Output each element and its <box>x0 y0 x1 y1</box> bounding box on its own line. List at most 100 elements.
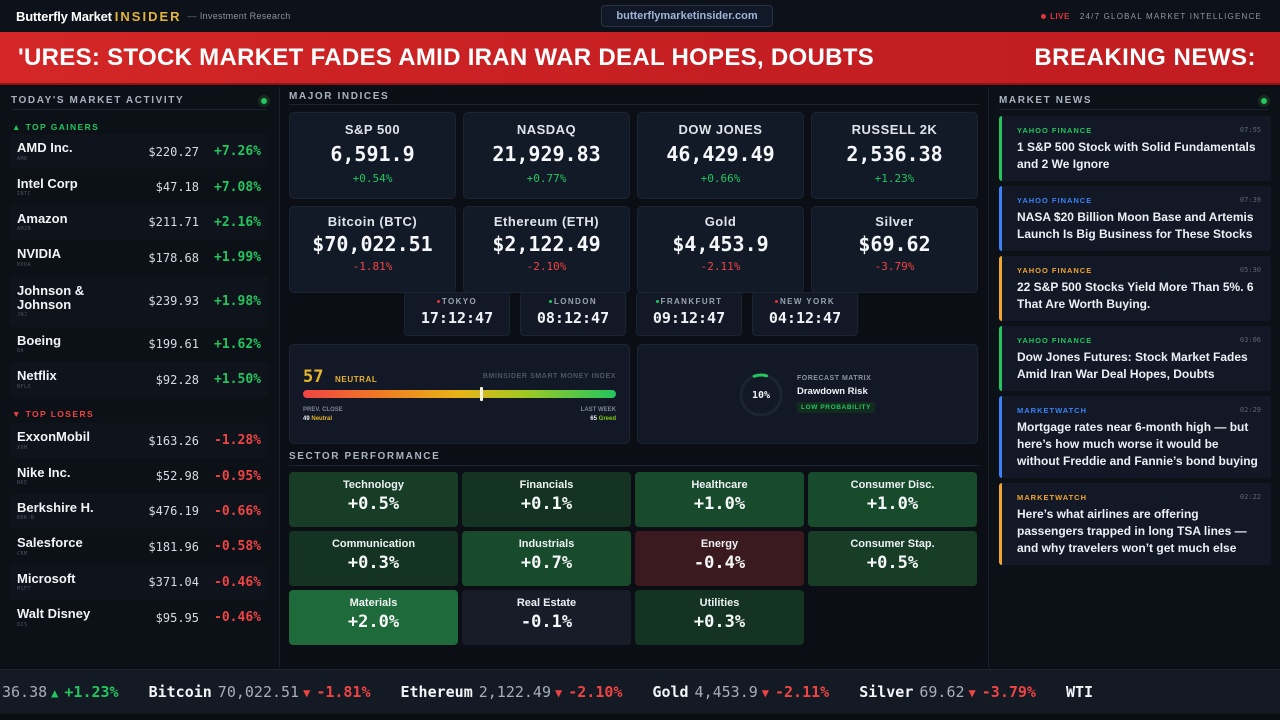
news-headline: NASA $20 Billion Moon Base and Artemis L… <box>1017 210 1254 241</box>
index-card[interactable]: Bitcoin (BTC) $70,022.51 -1.81% <box>289 206 456 293</box>
sector-tile[interactable]: Healthcare +1.0% <box>635 472 804 527</box>
sector-tile[interactable]: Utilities +0.3% <box>635 590 804 645</box>
top-losers-list: ExxonMobil XOM $163.26 -1.28% Nike Inc. NKE $5… <box>10 423 268 636</box>
sector-tile[interactable]: Materials +2.0% <box>289 590 458 645</box>
news-item[interactable]: MARKETWATCH 02:29 Mortgage rates near 6-mo… <box>999 396 1271 478</box>
index-name: NASDAQ <box>516 122 577 137</box>
index-card[interactable]: Gold $4,453.9 -2.11% <box>637 206 804 293</box>
index-card[interactable]: Ethereum (ETH) $2,122.49 -2.10% <box>463 206 630 293</box>
index-card[interactable]: NASDAQ 21,929.83 +0.77% <box>463 112 630 199</box>
index-card[interactable]: S&P 500 6,591.9 +0.54% <box>289 112 456 199</box>
sector-tile[interactable]: Financials +0.1% <box>462 472 631 527</box>
stock-row[interactable]: Netflix NFLX $92.28 +1.50% <box>10 361 268 398</box>
stock-change: -1.28% <box>214 433 261 449</box>
sector-heatmap: Technology +0.5% Financials +0.1% Healthcare… <box>289 472 978 645</box>
stock-change: +2.16% <box>214 214 261 230</box>
clock-city-name: LONDON <box>553 297 598 306</box>
arrow-down-icon: ▼ <box>968 686 976 700</box>
stock-row[interactable]: Amazon AMZN $211.71 +2.16% <box>10 204 268 241</box>
index-value: 6,591.9 <box>330 142 415 166</box>
sector-tile[interactable]: Consumer Stap. +0.5% <box>808 531 977 586</box>
ticker-item[interactable]: Gold 4,453.9 ▼ -2.11% <box>652 683 829 701</box>
ticker-value: 36.38 <box>2 683 48 701</box>
stock-name-wrap: Amazon AMZN <box>17 211 119 233</box>
stock-row[interactable]: AMD Inc. AMD $220.27 +7.26% <box>10 134 268 170</box>
sector-name: Healthcare <box>691 479 748 491</box>
stock-row[interactable]: Salesforce CRM $181.96 -0.58% <box>10 529 268 565</box>
clock-city: LONDON <box>521 297 625 306</box>
prev-close-label: PREV. CLOSE <box>303 407 343 413</box>
stock-price: $476.19 <box>148 504 199 519</box>
smart-money-score: 57 <box>303 367 324 387</box>
index-value: $2,122.49 <box>492 232 601 256</box>
stock-row[interactable]: Walt Disney DIS $95.95 -0.46% <box>10 599 268 636</box>
sector-name: Energy <box>700 538 739 550</box>
ticker-name: Silver <box>859 683 914 701</box>
stock-price: $178.68 <box>148 250 199 265</box>
news-source: MARKETWATCH <box>1017 406 1088 415</box>
stock-name-wrap: Boeing BA <box>17 333 119 355</box>
news-item[interactable]: MARKETWATCH 02:22 Here’s what airlines are… <box>999 483 1271 565</box>
brand-accent: INSIDER <box>114 8 182 24</box>
news-source: YAHOO FINANCE <box>1017 126 1093 135</box>
breaking-news-banner[interactable]: 'URES: STOCK MARKET FADES AMID IRAN WAR … <box>0 32 1280 85</box>
site-url-link[interactable]: butterflymarketinsider.com <box>601 5 773 27</box>
stock-row[interactable]: NVIDIA NVDA $178.68 +1.99% <box>10 240 268 276</box>
stock-name: Walt Disney <box>17 606 91 622</box>
stock-row[interactable]: Microsoft MSFT $371.04 -0.46% <box>10 564 268 600</box>
stock-symbol: INTC <box>17 190 32 197</box>
sector-change: +0.5% <box>866 553 919 573</box>
ticker-value: 70,022.51 <box>217 683 300 701</box>
smart-money-index-panel: 57 NEUTRAL BMINSIDER SMART MONEY INDEX P… <box>289 344 630 444</box>
stock-row[interactable]: Boeing BA $199.61 +1.62% <box>10 326 268 362</box>
stock-row[interactable]: Nike Inc. NKE $52.98 -0.95% <box>10 458 268 494</box>
news-time: 02:29 <box>1239 406 1261 414</box>
prev-close-score: 49 <box>303 416 310 422</box>
index-change: -2.11% <box>700 260 741 273</box>
stock-symbol: NFLX <box>17 383 32 390</box>
index-card[interactable]: RUSSELL 2K 2,536.38 +1.23% <box>811 112 978 199</box>
index-name: Ethereum (ETH) <box>493 214 600 229</box>
ticker-item[interactable]: 36.38 ▲ +1.23% <box>2 683 119 701</box>
top-gainers-label: ▲ TOP GAINERS <box>12 122 100 132</box>
world-clock-new-york: NEW YORK 04:12:47 <box>752 292 858 336</box>
news-item[interactable]: YAHOO FINANCE 07:39 NASA $20 Billion Moon … <box>999 186 1271 251</box>
ticker-change: -1.81% <box>316 683 371 701</box>
sector-tile[interactable]: Real Estate -0.1% <box>462 590 631 645</box>
sector-tile[interactable]: Technology +0.5% <box>289 472 458 527</box>
sector-tile[interactable]: Communication +0.3% <box>289 531 458 586</box>
stock-row[interactable]: Berkshire H. BRK-B $476.19 -0.66% <box>10 493 268 530</box>
ticker-item[interactable]: Ethereum 2,122.49 ▼ -2.10% <box>401 683 623 701</box>
live-indicator: LIVE 24/7 GLOBAL MARKET INTELLIGENCE <box>1041 0 1262 32</box>
news-item[interactable]: YAHOO FINANCE 07:55 1 S&P 500 Stock with S… <box>999 116 1271 181</box>
stock-change: -0.46% <box>214 610 261 626</box>
stock-name-wrap: Salesforce CRM <box>17 536 119 557</box>
sector-change: +0.7% <box>520 553 573 573</box>
sentiment-gauge-bar <box>303 387 616 401</box>
stock-row[interactable]: ExxonMobil XOM $163.26 -1.28% <box>10 423 268 459</box>
ticker-item[interactable]: Silver 69.62 ▼ -3.79% <box>859 683 1036 701</box>
sector-tile[interactable]: Consumer Disc. +1.0% <box>808 472 977 527</box>
index-card[interactable]: Silver $69.62 -3.79% <box>811 206 978 293</box>
brand-logo[interactable]: Butterfly Market INSIDER <box>16 9 182 24</box>
stock-name: Amazon <box>17 211 68 227</box>
news-item[interactable]: YAHOO FINANCE 03:06 Dow Jones Futures: Sto… <box>999 326 1271 391</box>
sector-tile[interactable]: Energy -0.4% <box>635 531 804 586</box>
forecast-kicker: FORECAST MATRIX <box>797 375 872 382</box>
index-card[interactable]: DOW JONES 46,429.49 +0.66% <box>637 112 804 199</box>
news-item[interactable]: YAHOO FINANCE 05:30 22 S&P 500 Stocks Yiel… <box>999 256 1271 321</box>
brand-subtitle-text: Investment Research <box>199 11 291 21</box>
stock-row[interactable]: Johnson & Johnson JNJ $239.93 +1.98% <box>10 275 268 327</box>
sector-change: -0.4% <box>693 553 746 573</box>
arrow-down-icon: ▼ <box>761 686 769 700</box>
ticker-value: 2,122.49 <box>478 683 551 701</box>
stock-name: Johnson & Johnson <box>17 282 85 312</box>
ticker-change: -2.11% <box>775 683 830 701</box>
ticker-item[interactable]: Bitcoin 70,022.51 ▼ -1.81% <box>149 683 371 701</box>
stock-symbol: NKE <box>17 479 28 486</box>
ticker-item[interactable]: WTI <box>1066 683 1099 701</box>
stock-row[interactable]: Intel Corp INTC $47.18 +7.08% <box>10 169 268 205</box>
index-value: $70,022.51 <box>312 232 433 256</box>
stock-price: $163.26 <box>148 433 199 448</box>
sector-tile[interactable]: Industrials +0.7% <box>462 531 631 586</box>
